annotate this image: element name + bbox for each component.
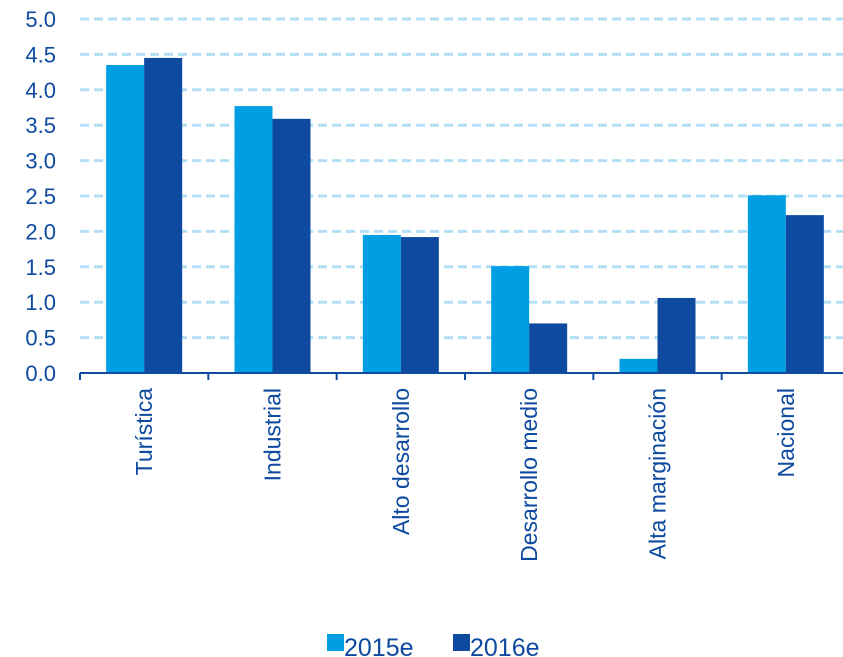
y-tick-label: 0.0 [25,361,56,386]
bar-2016e [144,57,183,373]
bar-2016e [657,297,696,373]
bar-2015e [491,266,530,373]
bar-2016e [529,323,568,373]
bar-2015e [362,234,401,373]
bar-2015e [234,106,273,374]
legend-label: 2015e [344,634,414,657]
category-labels: Turística Industrial Alto desarrollo Desarr… [131,388,799,562]
category-label: Desarrollo medio [516,388,542,562]
legend: 2015e 2016e [327,634,540,657]
gridlines [80,17,843,340]
category-label: Turística [131,388,157,476]
y-tick-label: 4.5 [25,42,56,67]
category-label: Industrial [260,388,286,481]
category-label: Alta marginación [645,388,671,559]
legend-swatch-2015e [327,634,344,651]
y-tick-label: 4.0 [25,78,56,103]
y-tick-label: 1.0 [25,290,56,315]
x-axis-ticks [79,373,723,380]
y-tick-label: 2.5 [25,184,56,209]
y-tick-label: 3.5 [25,113,56,138]
y-axis-ticks: 0.0 0.5 1.0 1.5 2.0 2.5 3.0 3.5 4.0 4.5 5.0 [25,7,56,386]
category-label: Nacional [773,388,799,478]
bar-2015e [106,65,145,374]
bar-2015e [747,195,786,373]
category-label: Alto desarrollo [388,388,414,535]
y-tick-label: 3.0 [25,149,56,174]
bar-2016e [785,215,824,373]
bar-2016e [272,118,311,373]
y-tick-label: 1.5 [25,255,56,280]
y-tick-label: 0.5 [25,326,56,351]
bar-2015e [619,358,658,373]
legend-label: 2016e [470,634,540,657]
y-tick-label: 2.0 [25,219,56,244]
y-tick-label: 5.0 [25,7,56,32]
bar-2016e [400,237,439,373]
legend-swatch-2016e [453,634,470,651]
bars [106,57,824,374]
